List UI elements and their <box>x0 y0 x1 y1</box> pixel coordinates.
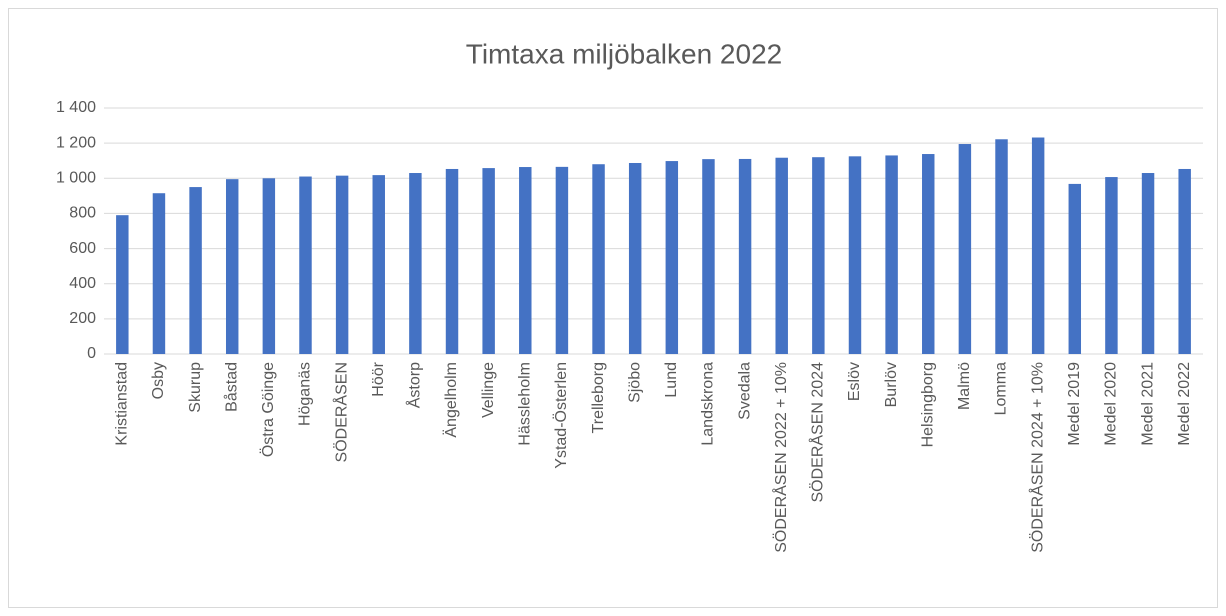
x-tick-label: Trelleborg <box>590 362 607 433</box>
y-tick-label: 600 <box>69 240 96 257</box>
x-tick-label: Hässleholm <box>517 362 534 446</box>
x-tick-label: Eslöv <box>846 362 863 401</box>
chart-title: Timtaxa miljöbalken 2022 <box>466 38 782 69</box>
x-tick-label: Sjöbo <box>626 362 643 403</box>
bar <box>665 161 679 354</box>
x-tick-label: Båstad <box>222 362 240 412</box>
x-tick-label: Vellinge <box>480 362 497 418</box>
y-tick-label: 1 000 <box>56 170 96 187</box>
y-tick-label: 1 200 <box>56 134 96 151</box>
bar <box>335 175 349 354</box>
bar <box>995 139 1008 354</box>
y-tick-label: 800 <box>69 205 96 222</box>
x-tick-label: Medel 2019 <box>1066 362 1083 446</box>
bar <box>1178 168 1191 354</box>
x-tick-label: Medel 2020 <box>1103 362 1120 446</box>
y-tick-label: 200 <box>69 310 96 327</box>
bar <box>738 158 752 354</box>
bar <box>299 176 312 354</box>
x-tick-label: Lomma <box>993 362 1010 415</box>
bar <box>519 167 532 354</box>
bar <box>592 164 605 354</box>
x-tick-label: Svedala <box>736 362 753 420</box>
x-tick-label: Ystad-Österlen <box>552 362 570 469</box>
x-tick-label: Medel 2022 <box>1176 362 1193 446</box>
x-tick-label: Helsingborg <box>919 362 936 447</box>
bar <box>958 144 972 354</box>
bar <box>922 154 935 354</box>
bar <box>116 215 129 354</box>
bar <box>555 166 569 354</box>
bar <box>1141 173 1155 354</box>
bar <box>189 187 202 354</box>
bar <box>885 155 898 354</box>
x-tick-label: Osby <box>150 362 167 399</box>
x-tick-label: Ängelholm <box>442 362 460 438</box>
bar <box>225 179 239 354</box>
bar <box>482 168 495 354</box>
x-tick-label: Höganäs <box>297 362 314 426</box>
bar <box>702 159 715 354</box>
x-tick-label: SÖDERÅSEN 2024 + 10% <box>1027 362 1046 553</box>
bar <box>262 178 276 354</box>
bar <box>152 193 166 354</box>
x-tick-label: Burlöv <box>883 362 900 407</box>
bar <box>1068 183 1082 354</box>
x-tick-label: Höör <box>370 361 387 396</box>
x-tick-label: Medel 2021 <box>1139 362 1156 446</box>
x-tick-label: SÖDERÅSEN 2022 + 10% <box>771 362 790 553</box>
x-tick-label: Östra Göinge <box>259 362 277 457</box>
bar <box>1031 137 1045 354</box>
x-tick-label: SÖDERÅSEN <box>331 362 350 462</box>
x-tick-label: Landskrona <box>700 362 717 446</box>
x-tick-label: Lund <box>663 362 680 398</box>
bar <box>445 168 459 354</box>
x-tick-label: Åstorp <box>405 362 424 408</box>
bar <box>848 156 862 354</box>
bar <box>1105 177 1118 354</box>
x-tick-label: SÖDERÅSEN 2024 <box>808 362 827 503</box>
x-tick-label: Kristianstad <box>114 362 131 446</box>
bar <box>628 162 642 354</box>
bar <box>409 173 422 354</box>
y-tick-label: 1 400 <box>56 99 96 116</box>
bar <box>812 157 825 354</box>
x-tick-label: Malmö <box>956 362 973 410</box>
y-tick-label: 400 <box>69 275 96 292</box>
x-tick-label: Skurup <box>187 362 204 413</box>
bar <box>775 157 788 354</box>
bar <box>372 175 385 354</box>
y-tick-label: 0 <box>87 345 96 362</box>
